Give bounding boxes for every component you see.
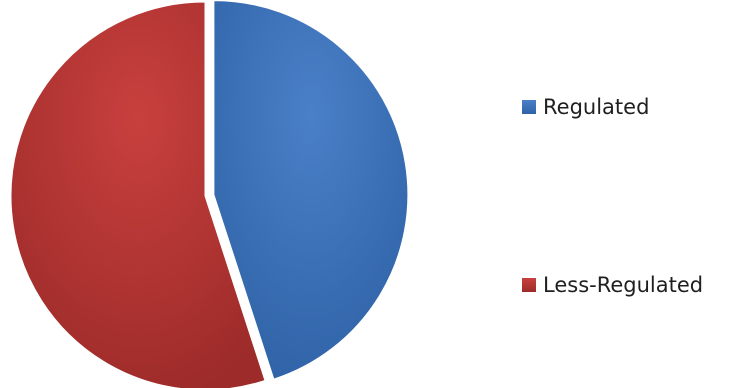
legend-label-regulated: Regulated: [543, 95, 650, 119]
pie-slice-less-regulated: [10, 1, 266, 388]
pie-slice-regulated: [213, 0, 409, 380]
legend-item-less-regulated: Less-Regulated: [522, 272, 703, 298]
pie-chart: [10, 0, 409, 388]
legend-item-regulated: Regulated: [522, 94, 649, 120]
legend-swatch-less-regulated: [522, 278, 536, 292]
legend: Regulated Less-Regulated: [522, 0, 752, 388]
legend-swatch-regulated: [522, 100, 536, 114]
legend-label-less-regulated: Less-Regulated: [543, 273, 704, 297]
pie-slices: [10, 0, 409, 388]
